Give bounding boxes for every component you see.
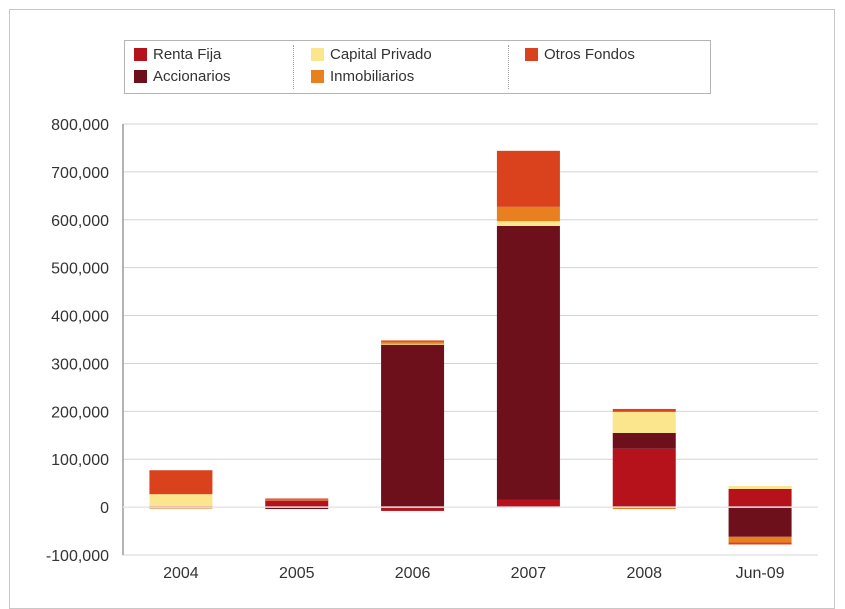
y-tick-label: 600,000 [51, 213, 109, 230]
legend-label-accionarios: Accionarios [153, 68, 231, 85]
bar-renta-fija-jun-09 [728, 488, 792, 508]
bar-capital-privado-2007 [496, 221, 560, 227]
bar-renta-fija-2007 [496, 499, 560, 508]
legend-swatch-otros-fondos [525, 48, 538, 61]
y-tick-label: 300,000 [51, 356, 109, 373]
x-tick-label: 2007 [511, 565, 547, 582]
legend-label-renta-fija: Renta Fija [153, 46, 222, 63]
y-tick-label: 700,000 [51, 165, 109, 182]
bar-renta-fija-2005 [265, 499, 329, 508]
legend-swatch-renta-fija [134, 48, 147, 61]
bar-accionarios-2008 [612, 432, 676, 449]
y-tick-label: 800,000 [51, 117, 109, 134]
legend-swatch-capital-privado [311, 48, 324, 61]
legend-item-renta-fija: Renta Fija [134, 46, 221, 63]
x-tick-label: 2008 [626, 565, 662, 582]
bar-inmobiliarios-2007 [496, 206, 560, 222]
bar-capital-privado-jun-09 [728, 486, 792, 489]
y-tick-label: -100,000 [46, 548, 109, 565]
bar-otros-fondos-2006 [381, 340, 445, 342]
bar-accionarios-2005 [265, 507, 329, 510]
legend-item-accionarios: Accionarios [134, 68, 231, 85]
bar-otros-fondos-2004 [149, 470, 213, 495]
legend-item-capital-privado: Capital Privado [311, 46, 432, 63]
legend-swatch-accionarios [134, 70, 147, 83]
legend-label-capital-privado: Capital Privado [330, 46, 432, 63]
x-tick-label: 2005 [279, 565, 315, 582]
bar-otros-fondos-2008 [612, 408, 676, 412]
legend-label-inmobiliarios: Inmobiliarios [330, 68, 415, 85]
legend-item-otros-fondos: Otros Fondos [525, 46, 635, 63]
bar-otros-fondos-2005 [265, 498, 329, 500]
bar-otros-fondos-2007 [496, 150, 560, 207]
bar-accionarios-2006 [381, 344, 445, 508]
bar-accionarios-2007 [496, 226, 560, 500]
legend-label-otros-fondos: Otros Fondos [544, 46, 635, 63]
legend-divider [508, 45, 509, 89]
bar-inmobiliarios-2006 [381, 341, 445, 344]
x-tick-label: Jun-09 [736, 565, 785, 582]
y-tick-label: 100,000 [51, 452, 109, 469]
y-tick-label: 400,000 [51, 309, 109, 326]
bar-otros-fondos-jun-09 [728, 542, 792, 545]
bar-renta-fija-2008 [612, 448, 676, 508]
bar-renta-fija-2006 [381, 507, 445, 511]
bar-inmobiliarios-jun-09 [728, 536, 792, 543]
legend-swatch-inmobiliarios [311, 70, 324, 83]
y-tick-label: 500,000 [51, 261, 109, 278]
legend-item-inmobiliarios: Inmobiliarios [311, 68, 414, 85]
legend-divider [293, 45, 294, 89]
bar-inmobiliarios-2004 [149, 507, 213, 509]
y-tick-label: 0 [100, 500, 109, 517]
x-tick-label: 2004 [163, 565, 199, 582]
bar-capital-privado-2004 [149, 494, 213, 507]
bar-capital-privado-2006 [381, 343, 445, 345]
chart-legend: Renta Fija Accionarios Capital Privado I… [124, 40, 711, 94]
y-tick-label: 200,000 [51, 404, 109, 421]
bar-inmobiliarios-2008 [612, 507, 676, 510]
bar-capital-privado-2008 [612, 411, 676, 433]
x-tick-label: 2006 [395, 565, 431, 582]
bar-accionarios-jun-09 [728, 507, 792, 537]
